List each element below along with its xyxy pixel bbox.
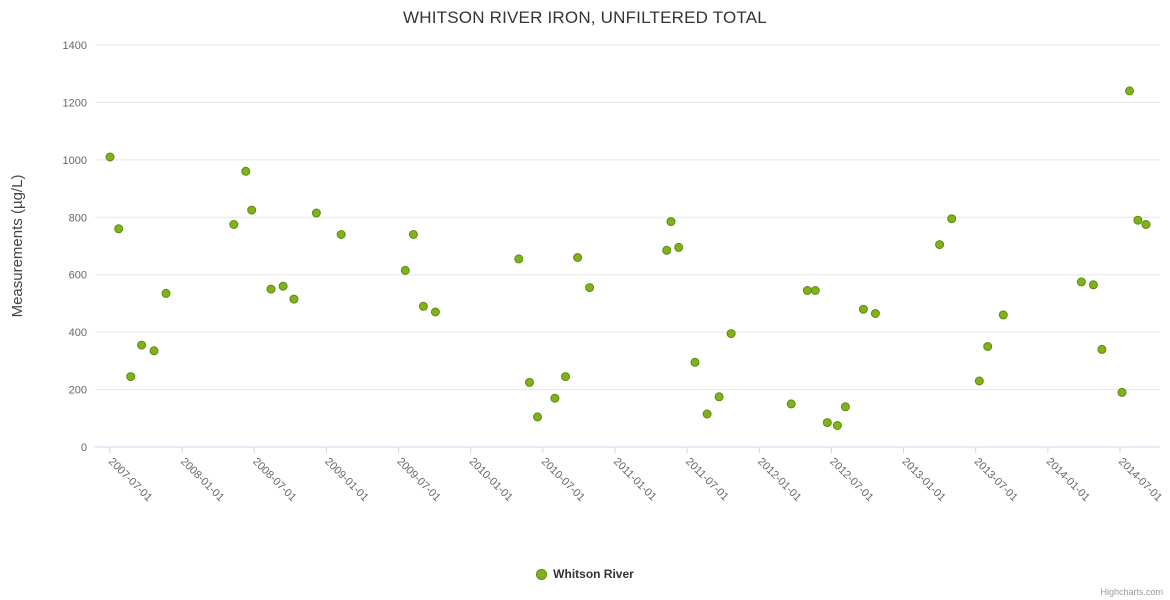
y-axis-tick-label: 400 — [69, 327, 87, 339]
data-point[interactable] — [786, 399, 796, 409]
data-point[interactable] — [114, 224, 124, 234]
data-point[interactable] — [1117, 387, 1127, 397]
x-axis-tick-label: 2010-01-01 — [467, 456, 515, 504]
data-point[interactable] — [1141, 220, 1151, 229]
x-axis-tick-label: 2012-07-01 — [827, 456, 875, 504]
data-point[interactable] — [674, 242, 684, 252]
data-point[interactable] — [247, 205, 257, 215]
data-point[interactable] — [666, 217, 676, 227]
data-point[interactable] — [418, 301, 428, 311]
data-point[interactable] — [229, 220, 239, 229]
data-point[interactable] — [726, 329, 736, 339]
data-point[interactable] — [105, 152, 115, 162]
x-axis-tick-label: 2008-01-01 — [178, 456, 226, 504]
data-point[interactable] — [947, 214, 957, 224]
x-axis-tick-label: 2012-01-01 — [755, 456, 803, 504]
y-axis-tick-label: 0 — [81, 442, 87, 454]
data-point[interactable] — [550, 393, 560, 403]
data-point[interactable] — [266, 284, 276, 294]
series-marker-icon — [536, 568, 548, 580]
chart-title: WHITSON RIVER IRON, UNFILTERED TOTAL — [403, 8, 767, 27]
data-point[interactable] — [514, 254, 524, 264]
legend-item-label: Whitson River — [553, 567, 634, 581]
y-axis-tick-label: 800 — [69, 212, 87, 224]
data-point[interactable] — [430, 307, 440, 317]
data-point[interactable] — [585, 283, 595, 293]
x-axis-tick-label: 2010-07-01 — [539, 456, 587, 504]
data-point[interactable] — [1076, 277, 1086, 287]
data-point[interactable] — [662, 245, 672, 255]
data-point[interactable] — [161, 288, 171, 298]
x-axis-tick-label: 2013-07-01 — [972, 456, 1020, 504]
y-axis-title: Measurements (µg/L) — [9, 175, 26, 318]
legend-item-whitson-river[interactable]: Whitson River — [536, 567, 634, 581]
data-point[interactable] — [1088, 280, 1098, 290]
data-point[interactable] — [336, 230, 346, 239]
data-point[interactable] — [974, 376, 984, 386]
x-axis-tick-label: 2009-01-01 — [322, 456, 370, 504]
data-point[interactable] — [573, 253, 583, 262]
data-point[interactable] — [983, 342, 993, 351]
data-point[interactable] — [311, 208, 321, 218]
y-axis-tick-label: 600 — [69, 270, 87, 282]
x-axis-tick-label: 2011-01-01 — [611, 456, 659, 504]
x-axis-tick-label: 2007-07-01 — [106, 456, 154, 504]
data-point[interactable] — [832, 421, 842, 430]
x-axis-tick-label: 2013-01-01 — [899, 456, 947, 504]
data-point[interactable] — [289, 294, 299, 304]
data-point[interactable] — [525, 377, 534, 387]
data-point[interactable] — [241, 166, 251, 176]
data-point[interactable] — [935, 240, 945, 250]
data-point[interactable] — [561, 372, 570, 382]
data-point[interactable] — [714, 392, 724, 402]
data-point[interactable] — [822, 418, 832, 428]
data-point[interactable] — [870, 309, 880, 318]
x-axis-tick-label: 2011-07-01 — [683, 456, 731, 504]
y-axis-tick-label: 200 — [69, 385, 87, 397]
y-axis-tick-label: 1400 — [63, 40, 87, 52]
data-point[interactable] — [810, 286, 820, 295]
legend: Whitson River — [0, 567, 1170, 581]
data-point[interactable] — [802, 286, 812, 295]
data-point[interactable] — [278, 281, 288, 291]
data-point[interactable] — [149, 346, 159, 356]
data-point[interactable] — [137, 340, 147, 350]
x-axis-tick-label: 2014-07-01 — [1116, 456, 1164, 504]
x-axis-tick-label: 2014-01-01 — [1044, 456, 1092, 504]
data-point[interactable] — [533, 412, 542, 422]
data-point[interactable] — [1133, 215, 1143, 225]
data-point[interactable] — [408, 230, 418, 239]
x-axis-tick-label: 2009-07-01 — [394, 456, 442, 504]
x-axis-tick-label: 2008-07-01 — [250, 456, 298, 504]
data-point[interactable] — [858, 304, 868, 314]
credits-link[interactable]: Highcharts.com — [1100, 587, 1163, 597]
data-point[interactable] — [840, 402, 850, 412]
data-point[interactable] — [702, 409, 712, 419]
data-point[interactable] — [400, 265, 410, 275]
data-point[interactable] — [126, 372, 136, 382]
data-point[interactable] — [998, 310, 1008, 320]
y-axis-tick-label: 1000 — [63, 155, 87, 167]
data-point[interactable] — [1125, 86, 1134, 96]
data-point[interactable] — [1097, 344, 1107, 354]
data-point[interactable] — [690, 357, 700, 367]
y-axis-tick-label: 1200 — [63, 97, 87, 109]
